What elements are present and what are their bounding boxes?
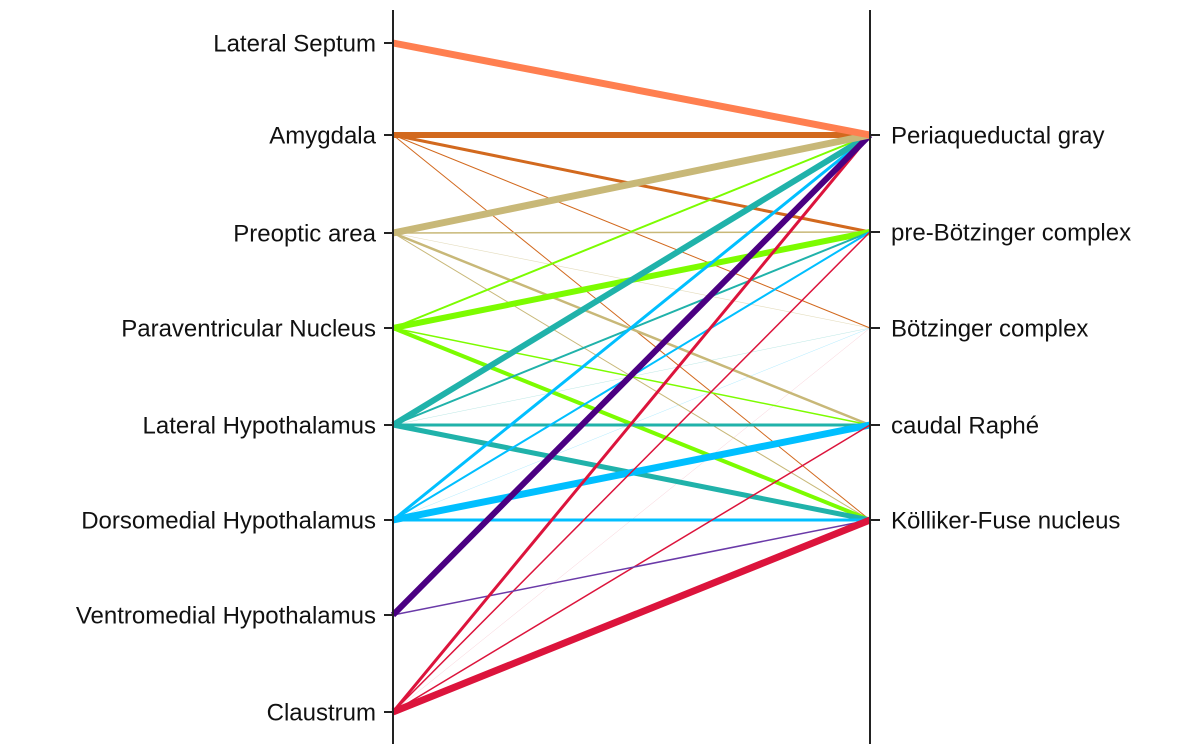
edge bbox=[391, 134, 872, 713]
left-node-label: Lateral Septum bbox=[213, 30, 376, 57]
edge bbox=[391, 516, 872, 716]
connections bbox=[390, 39, 873, 716]
edge bbox=[392, 134, 871, 329]
edge bbox=[390, 132, 873, 618]
edge bbox=[392, 519, 871, 616]
left-node-label: Dorsomedial Hypothalamus bbox=[81, 507, 376, 534]
right-node-label: Bötzinger complex bbox=[891, 315, 1088, 342]
edge bbox=[392, 133, 871, 522]
right-node-label: Periaqueductal gray bbox=[891, 122, 1104, 149]
labels: Lateral Septum Amygdala Preoptic area Parav… bbox=[76, 30, 1131, 726]
left-node-label: Claustrum bbox=[267, 699, 376, 726]
edge bbox=[392, 424, 871, 713]
left-node-label: Lateral Hypothalamus bbox=[143, 412, 376, 439]
left-node-label: Ventromedial Hypothalamus bbox=[76, 602, 376, 629]
edge bbox=[392, 131, 871, 237]
right-node-label: caudal Raphé bbox=[891, 412, 1039, 439]
left-node-label: Preoptic area bbox=[233, 220, 376, 247]
right-node-label: Kölliker-Fuse nucleus bbox=[891, 507, 1120, 534]
right-node-label: pre-Bötzinger complex bbox=[891, 219, 1131, 246]
edge bbox=[392, 231, 871, 713]
edge bbox=[392, 39, 871, 139]
left-node-label: Paraventricular Nucleus bbox=[121, 315, 376, 342]
left-node-label: Amygdala bbox=[269, 122, 376, 149]
edge bbox=[391, 132, 872, 428]
